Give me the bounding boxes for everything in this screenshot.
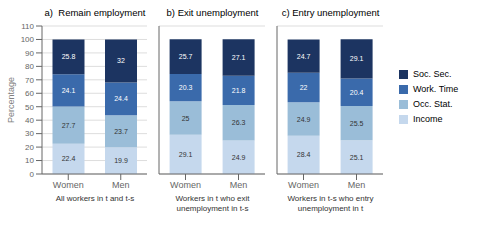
html-text:Occ. Stat.: Occ. Stat. — [413, 99, 453, 109]
html-text:a) Remain employment: a) Remain employment — [44, 7, 146, 18]
html-text:Workers in t who exit unemploy: Workers in t who exit unemployment in t-… — [175, 194, 250, 213]
svg-text:Percentage: Percentage — [8, 77, 16, 123]
html-text:b) Exit unemployment: b) Exit unemployment — [166, 7, 259, 18]
svg-text:29.1: 29.1 — [350, 55, 364, 62]
svg-text:20: 20 — [25, 143, 34, 152]
html-text:Work. Time: Work. Time — [413, 84, 459, 94]
svg-text:90: 90 — [25, 49, 34, 58]
svg-text:80: 80 — [25, 62, 34, 71]
svg-text:0: 0 — [30, 170, 35, 179]
svg-text:100: 100 — [21, 35, 35, 44]
svg-text:30: 30 — [25, 129, 34, 138]
svg-text:50: 50 — [25, 103, 34, 112]
svg-text:24.4: 24.4 — [114, 95, 128, 102]
svg-text:Women: Women — [288, 180, 319, 190]
svg-text:22.4: 22.4 — [62, 155, 76, 162]
html-text:Workers in t-s who entry unemp: Workers in t-s who entry unemployment in… — [287, 194, 374, 213]
svg-text:Men: Men — [348, 180, 366, 190]
svg-text:22: 22 — [300, 84, 308, 91]
svg-text:28.4: 28.4 — [297, 151, 311, 158]
html-text:c) Entry unemployment: c) Entry unemployment — [281, 7, 380, 18]
svg-text:20.3: 20.3 — [179, 84, 193, 91]
svg-text:110: 110 — [21, 22, 34, 31]
html-text:Soc. Sec.: Soc. Sec. — [413, 69, 452, 79]
svg-text:25.8: 25.8 — [62, 53, 76, 60]
svg-text:25.1: 25.1 — [350, 154, 364, 161]
svg-text:32: 32 — [117, 57, 125, 64]
svg-text:70: 70 — [25, 76, 34, 85]
svg-text:26.3: 26.3 — [232, 119, 246, 126]
svg-text:29.1: 29.1 — [179, 151, 193, 158]
svg-text:19.9: 19.9 — [114, 157, 128, 164]
svg-text:25: 25 — [182, 115, 190, 122]
svg-text:25.5: 25.5 — [350, 120, 364, 127]
svg-text:20.4: 20.4 — [350, 89, 364, 96]
svg-text:24.9: 24.9 — [297, 116, 311, 123]
svg-text:21.8: 21.8 — [232, 87, 246, 94]
svg-text:23.7: 23.7 — [114, 128, 128, 135]
svg-text:10: 10 — [25, 156, 34, 165]
svg-text:24.7: 24.7 — [297, 53, 311, 60]
svg-text:27.1: 27.1 — [232, 54, 246, 61]
html-text:Income: Income — [413, 114, 443, 124]
svg-text:24.1: 24.1 — [62, 87, 76, 94]
svg-text:Women: Women — [170, 180, 201, 190]
svg-text:24.9: 24.9 — [232, 154, 246, 161]
svg-text:Women: Women — [53, 180, 84, 190]
svg-text:Men: Men — [112, 180, 130, 190]
svg-text:25.7: 25.7 — [179, 53, 193, 60]
svg-text:27.7: 27.7 — [62, 122, 76, 129]
svg-text:Men: Men — [230, 180, 248, 190]
svg-text:40: 40 — [25, 116, 34, 125]
svg-text:60: 60 — [25, 89, 34, 98]
html-text:All workers in t and t-s: All workers in t and t-s — [55, 194, 135, 203]
